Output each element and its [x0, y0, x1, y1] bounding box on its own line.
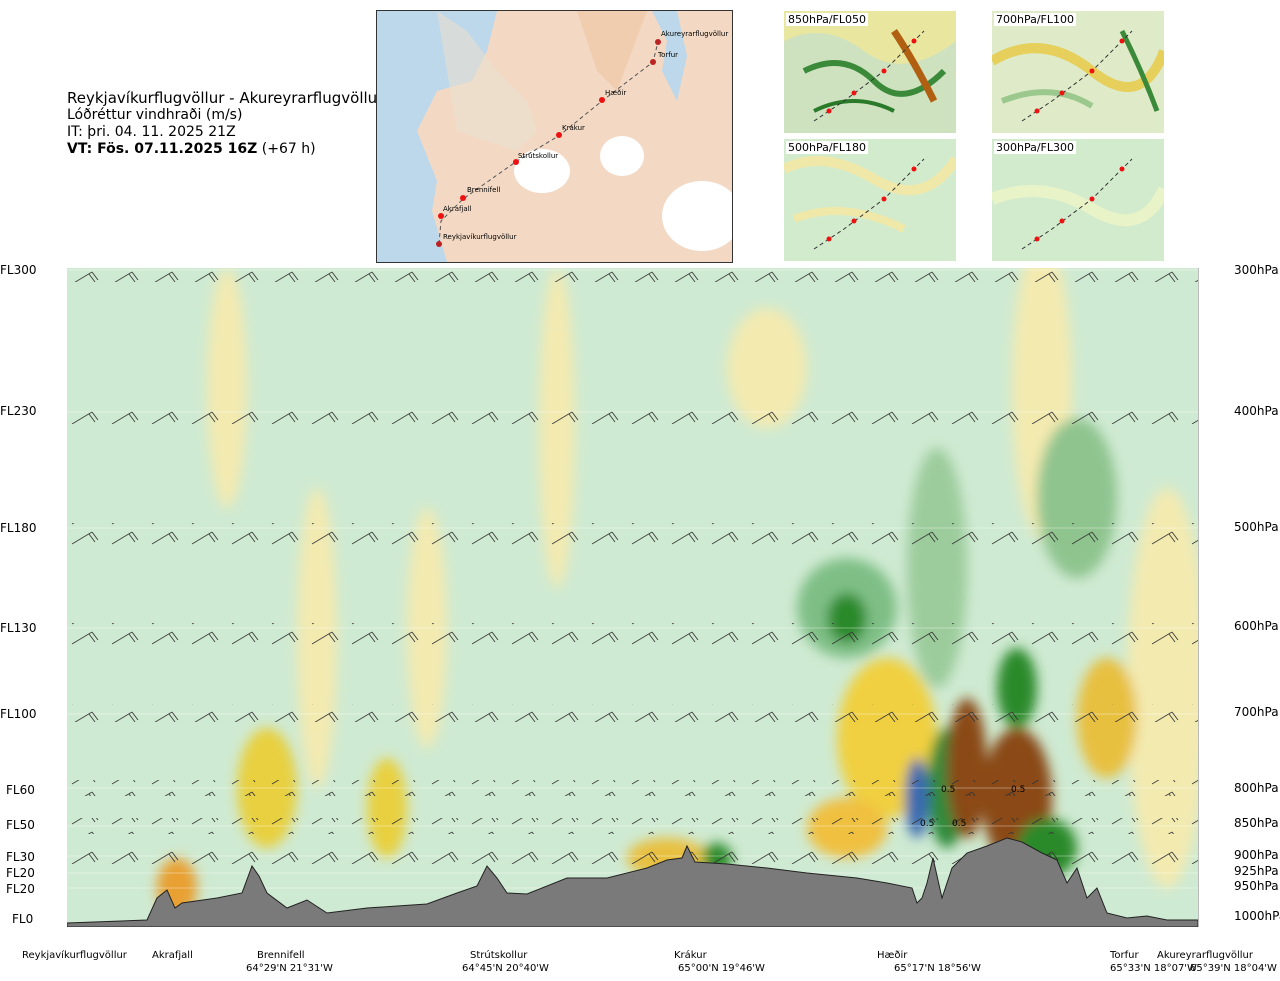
waypoint-akureyri-coord: 65°39'N 18°04'W [1190, 963, 1277, 974]
route-map-svg: Akureyrarflugvöllur Torfur Hæðir Krákur … [377, 11, 732, 262]
thumb-700-label: 700hPa/FL100 [994, 13, 1077, 26]
waypoint-torfur: Torfur [1110, 950, 1139, 961]
hpa-label-500: 500hPa [1234, 520, 1279, 534]
thumb-850-svg [784, 11, 956, 133]
fl-label-100: FL100 [0, 707, 37, 721]
thumb-300[interactable]: 300hPa/FL300 [992, 139, 1164, 261]
hpa-label-1000: 1000hPa [1234, 909, 1280, 923]
fl-label-180: FL180 [0, 521, 37, 535]
thumb-850[interactable]: 850hPa/FL050 [784, 11, 956, 133]
thumb-850-label: 850hPa/FL050 [786, 13, 869, 26]
map-label-strutskollur: Strútskollur [518, 152, 558, 160]
waypoint-krakur: Krákur [674, 950, 707, 961]
waypoint-reykjavik: Reykjavíkurflugvöllur [22, 950, 127, 961]
fl-label-130: FL130 [0, 621, 37, 635]
route-title: Reykjavíkurflugvöllur - Akureyrarflugvöl… [67, 89, 384, 107]
valid-time-offset: (+67 h) [261, 141, 316, 157]
waypoint-brennifell: Brennifell [257, 950, 305, 961]
chart-header: Reykjavíkurflugvöllur - Akureyrarflugvöl… [67, 90, 383, 158]
fl-label-300: FL300 [0, 263, 37, 277]
map-label-akrafjall: Akrafjall [443, 205, 472, 213]
waypoint-haedir-coord: 65°17'N 18°56'W [894, 963, 981, 974]
hpa-label-900: 900hPa [1234, 848, 1279, 862]
fl-label-0: FL0 [12, 912, 34, 926]
hpa-label-300: 300hPa [1234, 263, 1279, 277]
thumb-700-svg [992, 11, 1164, 133]
parameter-label: Lóðréttur vindhraði (m/s) [67, 107, 243, 123]
waypoint-strutskollur-coord: 64°45'N 20°40'W [462, 963, 549, 974]
waypoint-strutskollur: Strútskollur [470, 950, 528, 961]
hpa-label-400: 400hPa [1234, 404, 1279, 418]
hpa-label-850: 850hPa [1234, 816, 1279, 830]
waypoint-brennifell-coord: 64°29'N 21°31'W [246, 963, 333, 974]
fl-label-60: FL60 [6, 783, 35, 797]
thumb-300-svg [992, 139, 1164, 261]
thumb-700[interactable]: 700hPa/FL100 [992, 11, 1164, 133]
contour-label-1: 0.5 [920, 819, 934, 829]
fl-label-20a: FL20 [6, 866, 35, 880]
route-map[interactable]: Akureyrarflugvöllur Torfur Hæðir Krákur … [376, 10, 733, 263]
waypoint-haedir: Hæðir [877, 950, 908, 961]
waypoint-krakur-coord: 65°00'N 19°46'W [678, 963, 765, 974]
contour-label-2: 0.5 [952, 819, 966, 829]
issue-time: IT: þri. 04. 11. 2025 21Z [67, 124, 236, 140]
hpa-label-925: 925hPa [1234, 864, 1279, 878]
fl-label-20b: FL20 [6, 882, 35, 896]
thumb-500-svg [784, 139, 956, 261]
hpa-label-700: 700hPa [1234, 705, 1279, 719]
cross-section-plot[interactable]: 0.5 0.5 0.5 0.5 [67, 268, 1199, 927]
fl-label-50: FL50 [6, 818, 35, 832]
map-label-brennifell: Brennifell [467, 186, 500, 194]
valid-time: VT: Fös. 07.11.2025 16Z (+67 h) [67, 141, 383, 158]
contour-label-3: 0.5 [941, 785, 955, 795]
waypoint-torfur-coord: 65°33'N 18°07'W [1110, 963, 1197, 974]
contour-label-4: 0.5 [1011, 785, 1025, 795]
map-label-krakur: Krákur [562, 124, 585, 132]
fl-label-230: FL230 [0, 404, 37, 418]
waypoint-akureyri: Akureyrarflugvöllur [1157, 950, 1254, 961]
fl-label-30: FL30 [6, 850, 35, 864]
valid-time-bold: VT: Fös. 07.11.2025 16Z [67, 141, 258, 157]
terrain-profile [67, 837, 1198, 927]
map-label-torfur: Torfur [657, 51, 678, 59]
map-label-haedir: Hæðir [605, 89, 626, 97]
thumb-500[interactable]: 500hPa/FL180 [784, 139, 956, 261]
thumb-300-label: 300hPa/FL300 [994, 141, 1077, 154]
map-label-reykjavik: Reykjavíkurflugvöllur [443, 233, 517, 241]
hpa-label-600: 600hPa [1234, 619, 1279, 633]
hpa-label-950: 950hPa [1234, 879, 1279, 893]
waypoint-akrafjall: Akrafjall [152, 950, 193, 961]
cross-section-svg: 0.5 0.5 0.5 0.5 [67, 268, 1198, 927]
map-label-akureyri: Akureyrarflugvöllur [661, 30, 728, 38]
thumb-500-label: 500hPa/FL180 [786, 141, 869, 154]
hpa-label-800: 800hPa [1234, 781, 1279, 795]
